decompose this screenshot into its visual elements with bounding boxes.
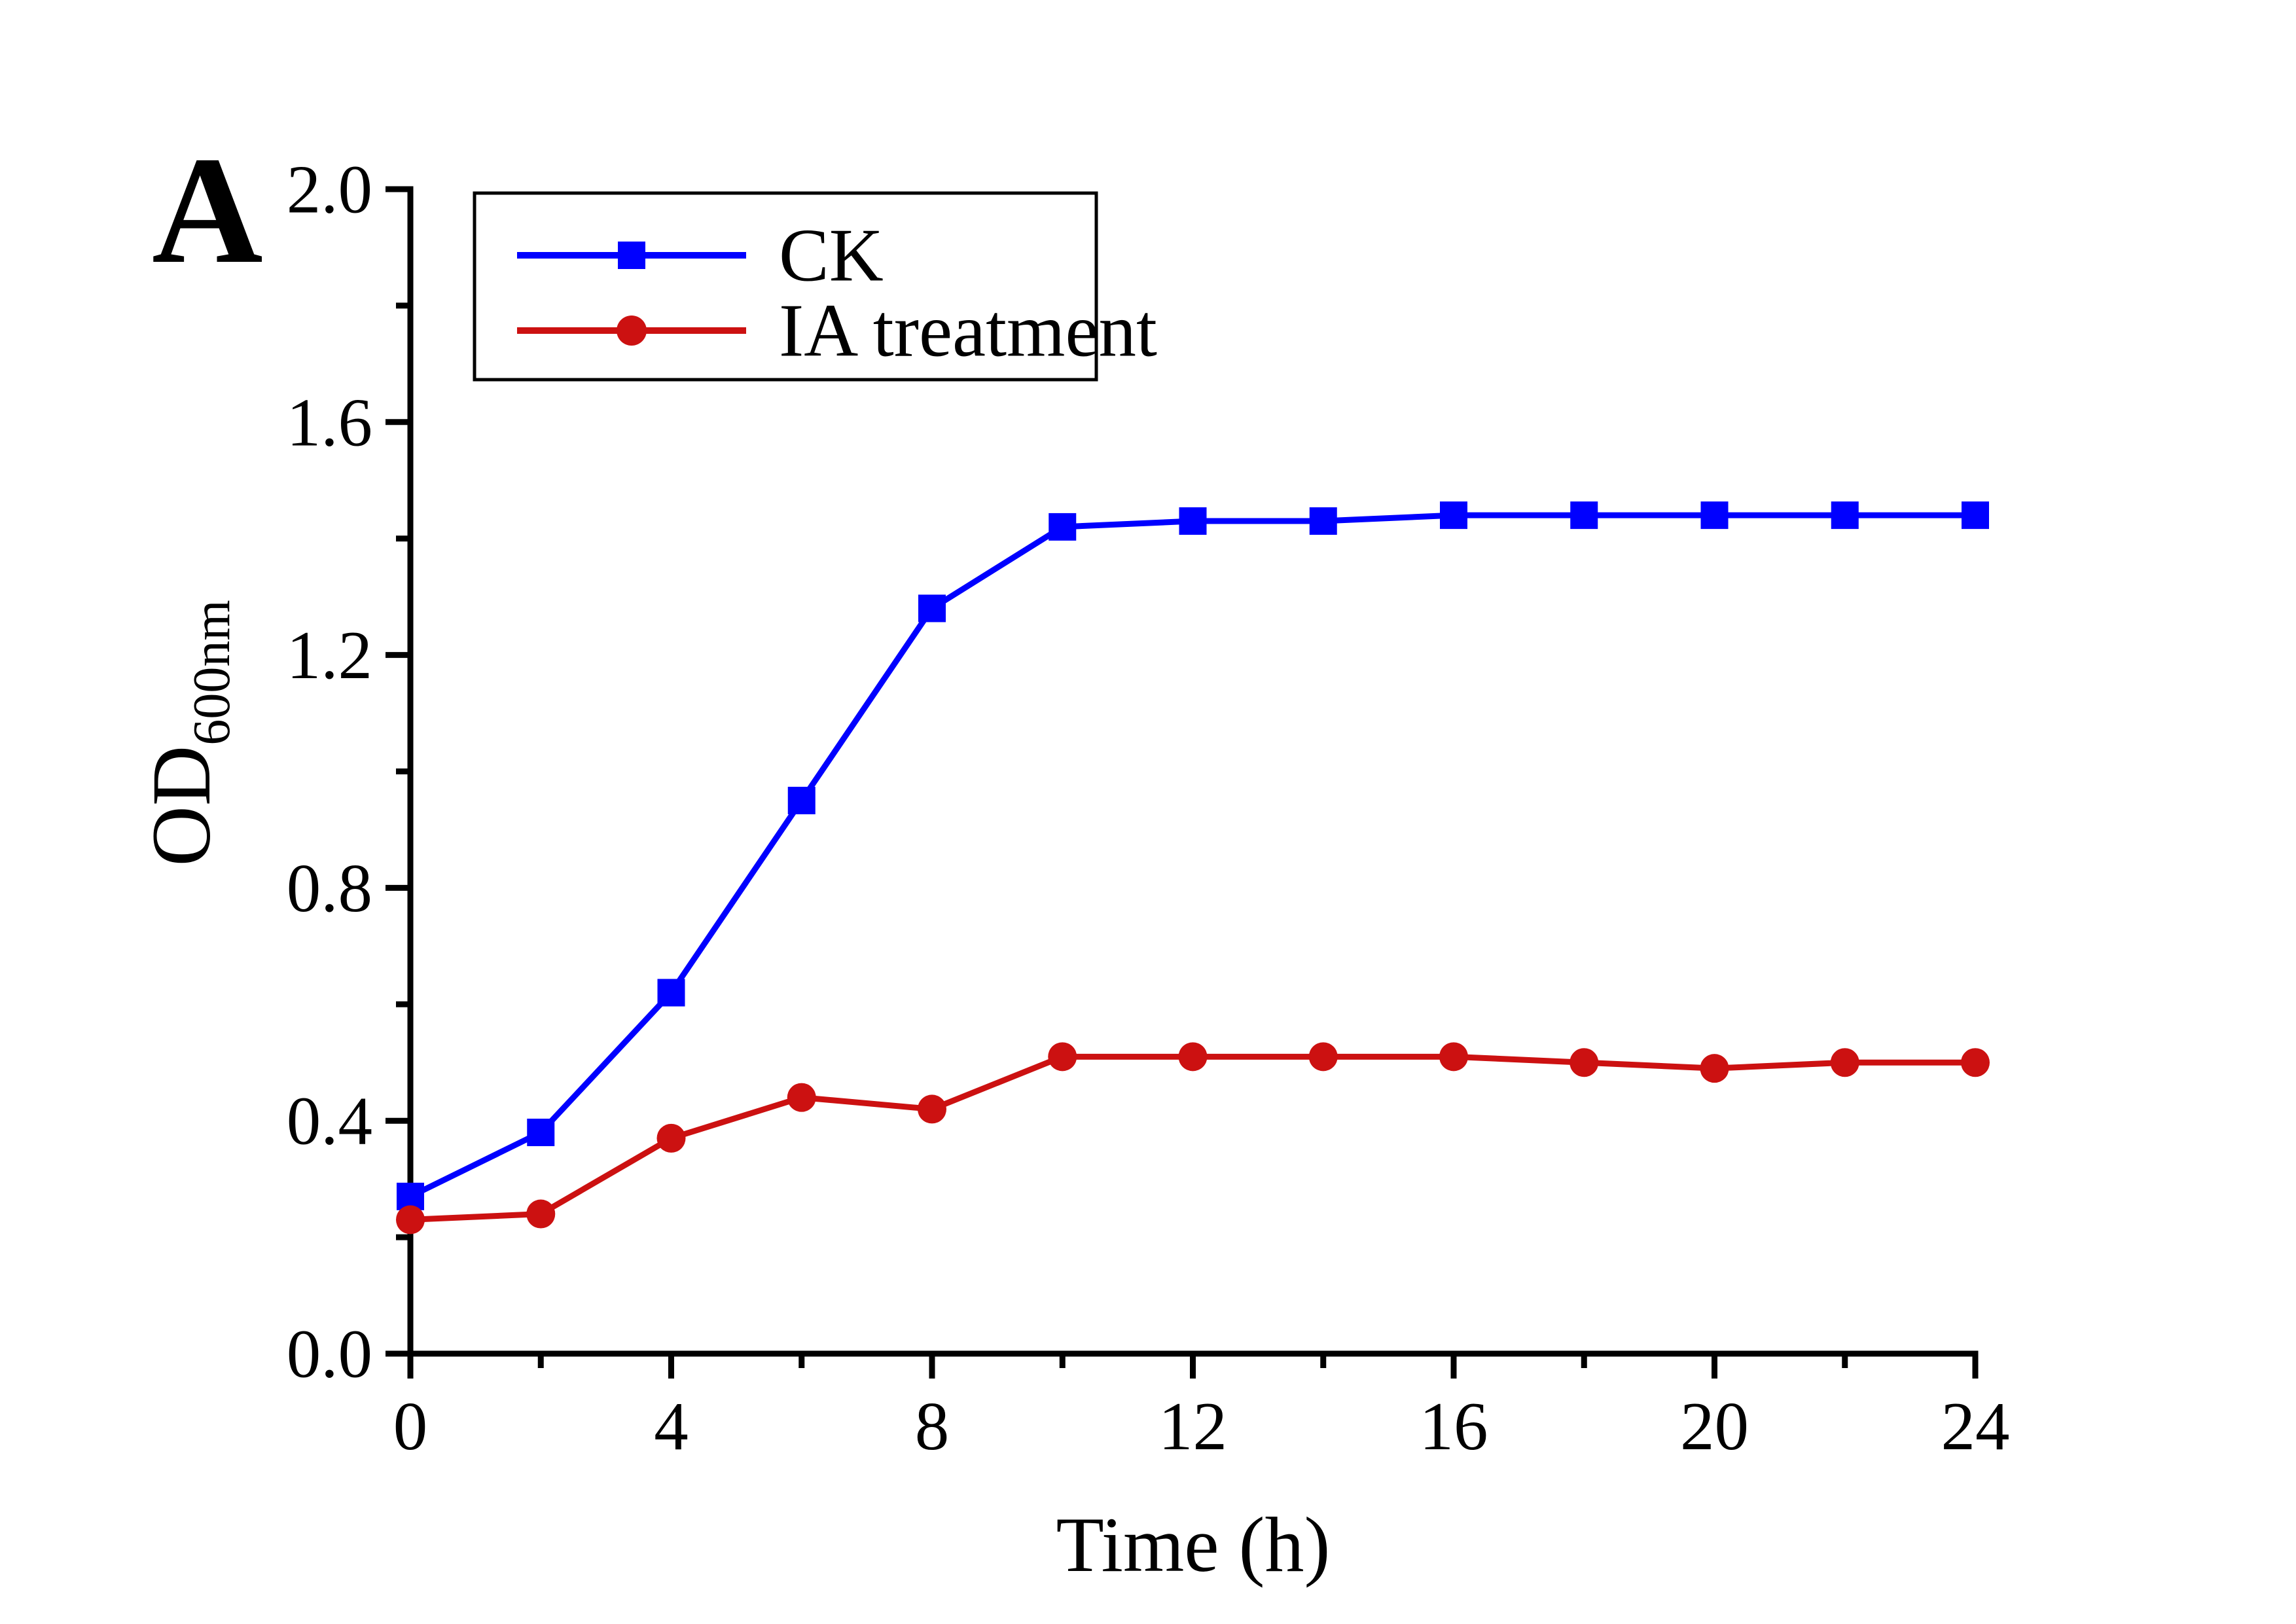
- ia-data-point-marker: [1700, 1054, 1729, 1083]
- ia-data-point-marker: [1048, 1042, 1077, 1072]
- ia-data-point-marker: [1570, 1048, 1599, 1077]
- ck-data-point-marker: [1700, 501, 1729, 530]
- ia-data-point-marker: [1439, 1042, 1468, 1072]
- ck-data-point-marker: [787, 786, 816, 814]
- y-tick-label: 1.6: [287, 384, 372, 460]
- axes-group: 0 4 8 12 16 20 24 0.0 0.4 0.8 1.2 1.6 2.0: [287, 151, 2010, 1465]
- y-tick-label: 1.2: [287, 617, 372, 693]
- ck-data-point-marker: [1831, 501, 1859, 530]
- ck-data-point-marker: [1179, 507, 1207, 535]
- ck-series-line: [409, 512, 1975, 1199]
- legend-box: [473, 191, 1098, 382]
- ia-data-point-marker: [918, 1094, 946, 1124]
- ck-data-point-marker: [1049, 513, 1077, 541]
- ck-data-point-marker: [918, 594, 946, 623]
- x-tick-label: 16: [1420, 1388, 1488, 1464]
- ia-data-point-marker: [1961, 1048, 1990, 1077]
- x-tick-label: 12: [1158, 1388, 1227, 1464]
- ia-series-line: [410, 1053, 1975, 1223]
- ia-data-point-marker: [1308, 1042, 1338, 1072]
- panel-label: A: [152, 125, 263, 295]
- x-tick-label: 0: [393, 1388, 428, 1464]
- legend-ia-circle-marker-icon: [617, 316, 647, 346]
- y-axis-title-subscript: 600nm: [183, 600, 241, 745]
- legend: CK IA treatment: [473, 191, 1157, 382]
- y-tick-label: 0.4: [287, 1083, 372, 1159]
- ia-data-point-marker: [1178, 1042, 1208, 1072]
- x-tick-label: 24: [1941, 1388, 2010, 1464]
- y-tick-label: 2.0: [287, 151, 372, 228]
- y-tick-label: 0.0: [287, 1316, 372, 1392]
- legend-ia-label: IA treatment: [779, 289, 1157, 372]
- ck-data-point-marker: [1570, 501, 1598, 530]
- ck-data-point-marker: [1309, 507, 1337, 535]
- ck-data-point-marker: [527, 1118, 555, 1146]
- series-group: [396, 501, 1990, 1235]
- ia-data-point-marker: [656, 1123, 686, 1153]
- x-tick-label: 8: [915, 1388, 950, 1464]
- ck-data-point-marker: [657, 979, 685, 1007]
- ia-data-point-marker: [787, 1083, 816, 1112]
- ia-data-point-marker: [1830, 1048, 1859, 1077]
- x-tick-label: 4: [654, 1388, 689, 1464]
- y-axis-title-main: OD: [135, 746, 228, 867]
- x-tick-label: 20: [1680, 1388, 1749, 1464]
- legend-ck-label: CK: [779, 214, 884, 297]
- ck-data-point-marker: [1440, 501, 1467, 530]
- ia-data-point-marker: [396, 1205, 425, 1235]
- ia-data-point-marker: [526, 1199, 556, 1229]
- y-tick-label: 0.8: [287, 850, 372, 926]
- x-axis-title: Time (h): [1056, 1501, 1331, 1588]
- ck-data-point-marker: [1962, 501, 1989, 530]
- legend-entry-ia-treatment: IA treatment: [517, 289, 1157, 372]
- legend-ck-square-marker-icon: [618, 242, 645, 269]
- y-axis-title: OD600nm: [135, 600, 241, 866]
- legend-entry-ck: CK: [517, 214, 884, 297]
